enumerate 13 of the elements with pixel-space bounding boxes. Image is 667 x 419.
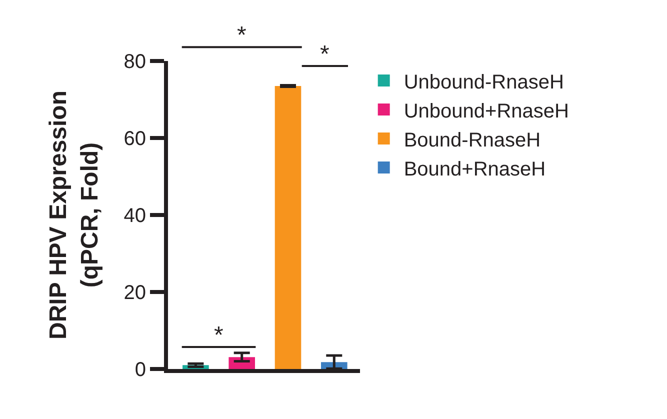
- y-tick-label: 0: [134, 359, 146, 381]
- y-tick-label: 60: [124, 128, 146, 150]
- legend-label: Unbound+RnaseH: [404, 100, 569, 122]
- text: *: [237, 22, 246, 49]
- legend-label: Bound+RnaseH: [404, 158, 546, 180]
- y-tick-label: 20: [124, 282, 146, 304]
- annotation: *: [320, 41, 330, 68]
- legend-label: Unbound-RnaseH: [404, 71, 564, 94]
- y-tick-label: 40: [124, 205, 146, 227]
- annotation: *: [214, 322, 224, 349]
- y-tick-label: 80: [124, 51, 146, 73]
- legend-label: Bound-RnaseH: [404, 129, 541, 152]
- y-axis-title: DRIP HPV Expression (qPCR, Fold): [45, 90, 104, 340]
